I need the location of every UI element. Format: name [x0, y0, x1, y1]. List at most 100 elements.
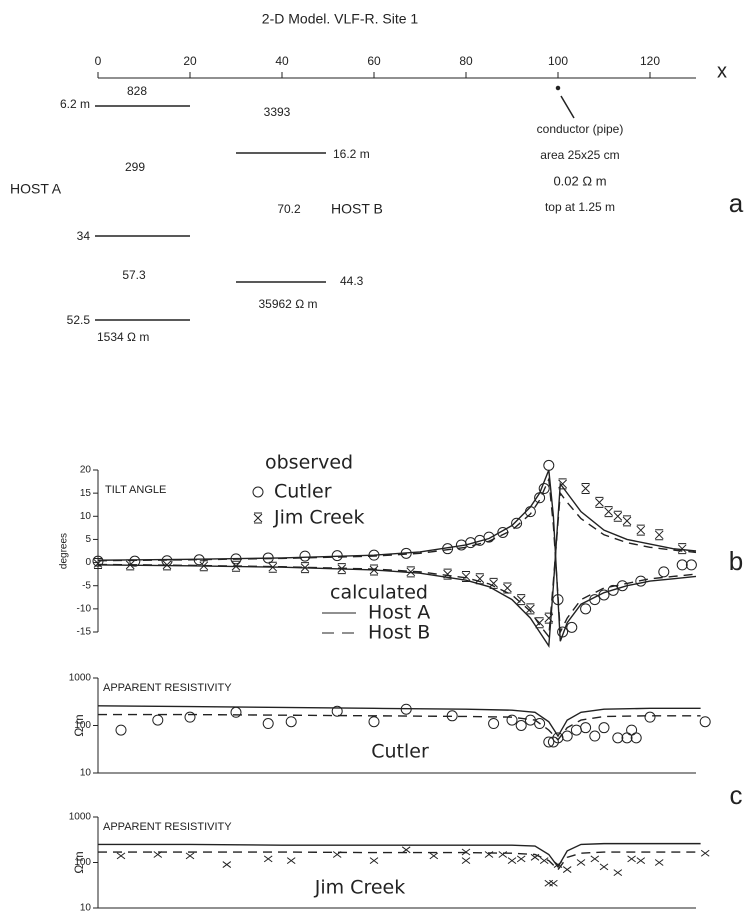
data-point — [369, 857, 379, 865]
chart-title: TILT ANGLE — [105, 484, 166, 496]
legend-marker — [252, 486, 264, 498]
data-point — [263, 855, 273, 863]
data-line — [97, 705, 701, 738]
data-point — [543, 459, 555, 471]
data-point — [152, 714, 164, 726]
data-point — [544, 612, 554, 624]
x-tick-label: 60 — [367, 54, 381, 68]
model-label: 6.2 m — [60, 97, 90, 111]
data-point — [116, 852, 126, 860]
y-tick-label: 5 — [85, 534, 91, 545]
data-point — [299, 550, 311, 562]
x-tick-label: 20 — [183, 54, 197, 68]
data-point — [622, 515, 632, 527]
model-label: 3393 — [264, 105, 291, 119]
data-point — [461, 857, 471, 865]
data-point — [635, 575, 647, 587]
data-point — [604, 506, 613, 518]
x-tick-label: 0 — [95, 54, 102, 68]
y-tick-label: 15 — [80, 488, 92, 499]
data-point — [401, 846, 411, 854]
data-point — [644, 711, 656, 723]
model-label: 70.2 — [277, 202, 301, 216]
panel-letter: b — [729, 546, 743, 576]
model-label: HOST A — [10, 181, 62, 197]
data-line — [97, 481, 697, 648]
model-boundaries — [95, 85, 575, 321]
y-tick-label: 20 — [80, 465, 92, 476]
data-point — [443, 568, 452, 580]
x-tick-label: 80 — [459, 54, 473, 68]
legend-label: Cutler — [274, 481, 332, 503]
legend-marker — [253, 512, 263, 524]
data-point — [612, 732, 624, 744]
data-point — [598, 722, 610, 734]
chart-label: Cutler — [371, 741, 429, 763]
data-point — [700, 849, 710, 857]
panel-letter: a — [729, 188, 744, 218]
data-point — [406, 566, 416, 578]
data-line — [98, 713, 701, 741]
data-point — [115, 724, 127, 736]
y-tick-label: 100 — [74, 857, 91, 868]
data-point — [613, 510, 623, 522]
data-point — [498, 851, 508, 858]
model-label: HOST B — [331, 201, 383, 217]
y-tick-label: -10 — [77, 603, 92, 614]
data-point — [286, 857, 296, 865]
data-point — [589, 730, 601, 742]
model-label: 16.2 m — [333, 147, 370, 161]
data-point — [489, 577, 498, 589]
data-point — [677, 543, 687, 555]
data-point — [636, 857, 646, 865]
data-point — [93, 557, 103, 569]
model-title: 2-D Model. VLF-R. Site 1 — [262, 11, 419, 27]
data-point — [613, 869, 623, 876]
data-point — [222, 861, 232, 868]
data-point — [185, 852, 195, 860]
data-point — [184, 711, 196, 723]
model-label: area 25x25 cm — [540, 148, 619, 162]
model-label: 52.5 — [67, 313, 91, 327]
conductor — [555, 85, 561, 91]
data-point — [562, 866, 572, 873]
model-label: 44.3 — [340, 274, 364, 288]
data-point — [461, 570, 471, 582]
data-point — [524, 506, 536, 518]
model-label: 34 — [77, 229, 91, 243]
data-line — [97, 476, 697, 635]
data-point — [580, 603, 592, 615]
legend-label: Host A — [368, 602, 430, 624]
data-point — [576, 859, 586, 866]
x-tick-label: 40 — [275, 54, 289, 68]
chart-label: Jim Creek — [314, 877, 405, 899]
data-point — [599, 863, 609, 871]
data-point — [621, 732, 633, 744]
model-label: top at 1.25 m — [545, 200, 615, 214]
data-point — [262, 718, 274, 730]
data-point — [654, 859, 664, 866]
y-tick-label: -15 — [77, 627, 92, 638]
data-point — [595, 496, 604, 508]
data-point — [516, 594, 526, 606]
data-point — [685, 559, 697, 571]
x-tick-label: 100 — [548, 54, 568, 68]
model-label: 57.3 — [122, 268, 146, 282]
data-point — [475, 573, 485, 585]
data-point — [580, 722, 592, 734]
data-point — [506, 714, 518, 726]
panel-letter: c — [730, 780, 743, 810]
data-point — [544, 879, 554, 887]
data-point — [627, 855, 636, 863]
chart-title: APPARENT RESISTIVITY — [103, 682, 232, 694]
y-axis-label: degrees — [59, 533, 70, 569]
data-point — [331, 705, 343, 717]
data-point — [230, 706, 242, 718]
data-point — [488, 718, 500, 730]
data-point — [507, 857, 517, 865]
pointer — [560, 95, 575, 119]
data-point — [515, 720, 527, 731]
y-tick-label: 1000 — [69, 673, 92, 684]
y-tick-label: 0 — [85, 557, 91, 568]
y-tick-label: -5 — [82, 580, 91, 591]
